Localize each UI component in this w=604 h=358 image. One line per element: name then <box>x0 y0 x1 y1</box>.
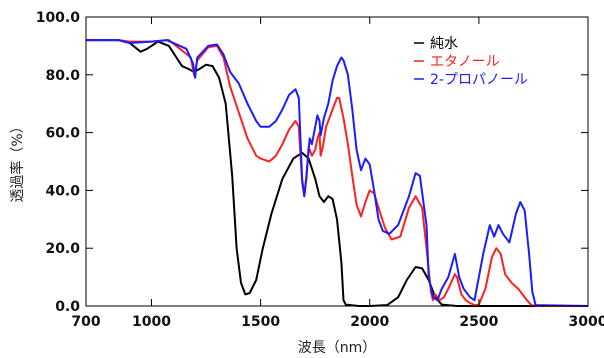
y-axis-label: 透過率（%） <box>9 119 26 202</box>
y-tick-label: 80.0 <box>45 68 80 84</box>
legend-label-2: エタノール <box>430 54 500 70</box>
plot-frame <box>85 16 589 307</box>
series-line-3 <box>86 39 589 307</box>
series-line-2 <box>86 39 588 307</box>
legend-label-3: 2-プロパノール <box>430 72 528 88</box>
legend-label-1: 純水 <box>430 36 458 52</box>
x-axis-label: 波長（nm） <box>298 340 377 356</box>
tick-layer: 700 1000 1500 2000 2500 3000 0.0 20.0 40.0 60.0 80… <box>36 10 604 330</box>
series-line-1 <box>86 39 588 307</box>
x-tick-label: 1000 <box>132 314 171 330</box>
x-tick-label: 3000 <box>569 314 604 330</box>
y-tick-label: 40.0 <box>45 183 80 199</box>
x-tick-label: 700 <box>71 314 100 330</box>
x-tick-label: 2500 <box>459 314 498 330</box>
y-tick-label: 100.0 <box>36 10 81 26</box>
y-tick-label: 0.0 <box>55 299 80 315</box>
y-tick-label: 20.0 <box>45 241 80 257</box>
series-layer <box>86 39 589 307</box>
y-tick-label: 60.0 <box>45 126 80 142</box>
x-tick-label: 2000 <box>350 314 389 330</box>
x-tick-label: 1500 <box>241 314 280 330</box>
